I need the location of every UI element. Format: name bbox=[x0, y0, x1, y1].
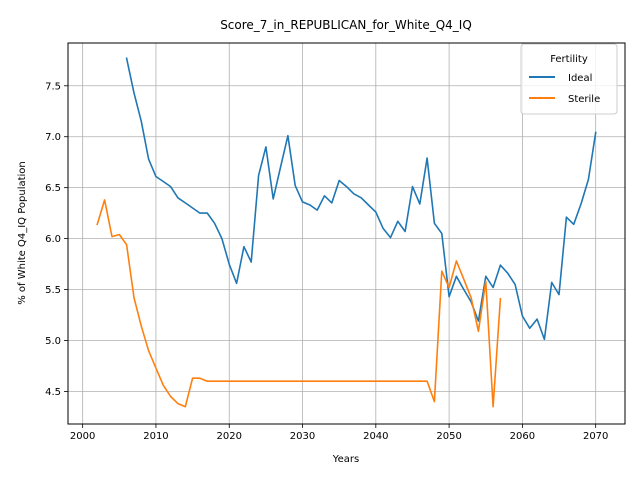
chart-title: Score_7_in_REPUBLICAN_for_White_Q4_IQ bbox=[220, 18, 472, 32]
x-tick-label: 2070 bbox=[583, 431, 608, 442]
x-tick-label: 2010 bbox=[143, 431, 168, 442]
y-tick-label: 5.5 bbox=[45, 285, 61, 296]
legend-box bbox=[520, 43, 618, 115]
series-line-ideal bbox=[125, 57, 597, 341]
plot-lines bbox=[96, 57, 597, 408]
y-tick-label: 6.5 bbox=[45, 183, 61, 194]
legend-title: Fertility bbox=[550, 54, 588, 65]
x-tick-label: 2030 bbox=[290, 431, 315, 442]
plot-frame bbox=[67, 42, 626, 425]
x-axis-ticks: 2000 2010 2020 2030 2040 2050 2060 2070 bbox=[70, 424, 608, 442]
x-tick-label: 2050 bbox=[436, 431, 461, 442]
x-axis-title: Years bbox=[332, 454, 359, 465]
y-tick-label: 5.0 bbox=[45, 336, 61, 347]
y-tick-label: 7.5 bbox=[45, 81, 61, 92]
x-tick-label: 2040 bbox=[363, 431, 388, 442]
x-tick-label: 2020 bbox=[217, 431, 242, 442]
y-tick-label: 7.0 bbox=[45, 132, 61, 143]
legend-label-ideal: Ideal bbox=[568, 73, 592, 84]
x-tick-label: 2000 bbox=[70, 431, 95, 442]
y-axis-ticks: 4.5 5.0 5.5 6.0 6.5 7.0 7.5 bbox=[45, 81, 68, 398]
series-line-sterile bbox=[96, 199, 502, 408]
x-tick-label: 2060 bbox=[510, 431, 535, 442]
y-axis-title: % of White Q4_IQ Population bbox=[17, 161, 28, 305]
legend: Fertility Ideal Sterile bbox=[520, 43, 618, 115]
y-tick-label: 4.5 bbox=[45, 387, 61, 398]
legend-label-sterile: Sterile bbox=[568, 94, 600, 105]
y-tick-label: 6.0 bbox=[45, 234, 61, 245]
